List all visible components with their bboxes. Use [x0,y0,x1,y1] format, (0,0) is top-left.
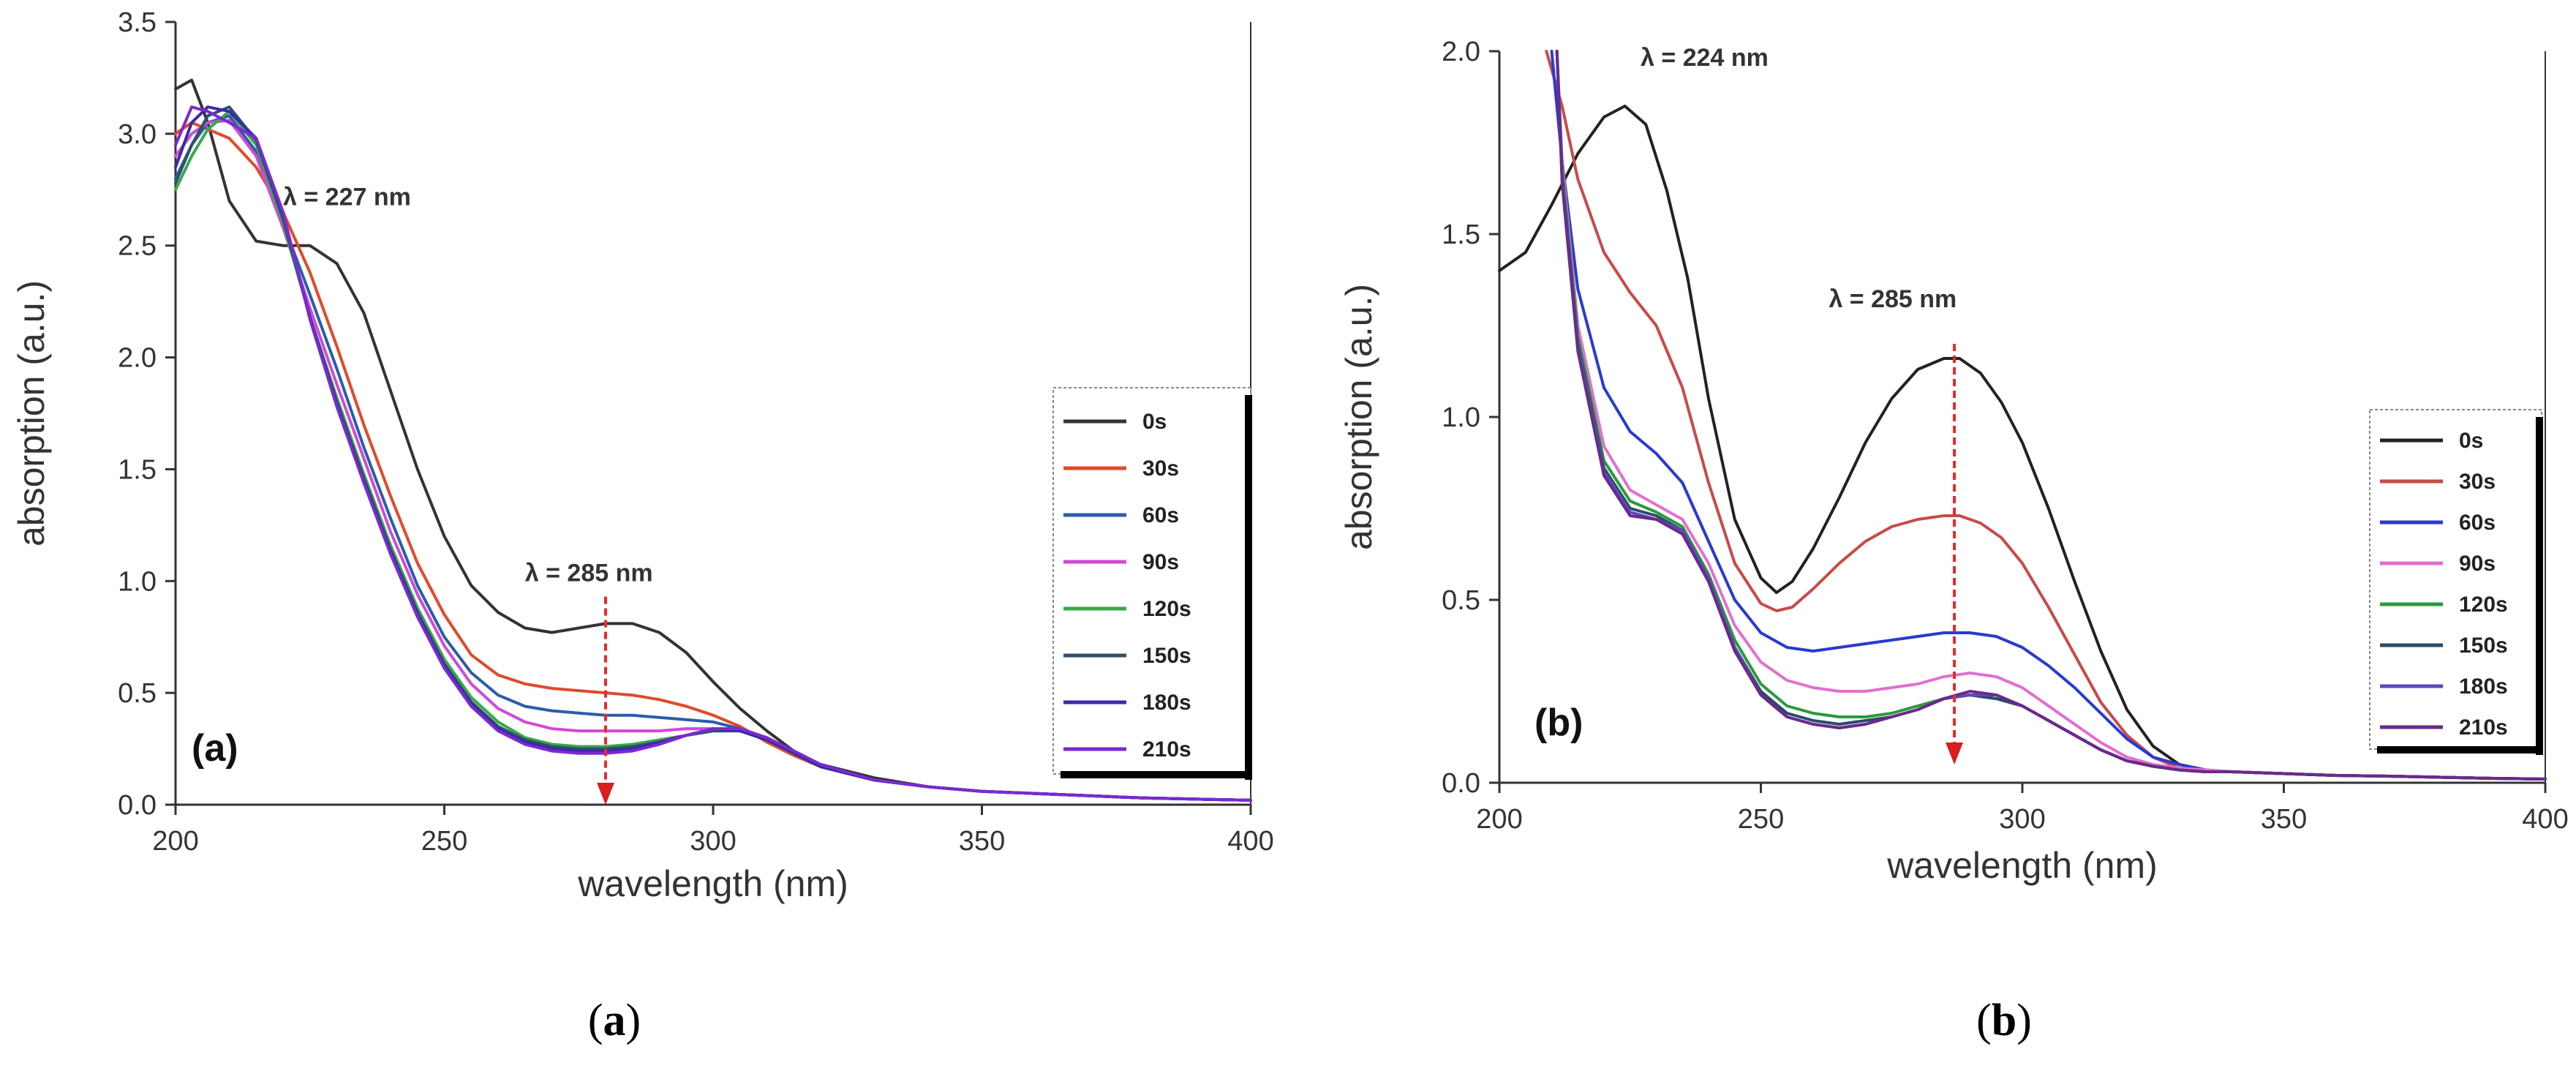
x-tick-label: 250 [421,826,467,857]
caption-letter: a [603,996,626,1045]
x-tick-label: 300 [690,826,736,857]
legend-label: 150s [2459,634,2508,658]
x-tick-label: 400 [2522,804,2568,835]
y-tick-label: 2.0 [118,343,157,374]
decay-arrow-head [1946,743,1964,764]
legend-label: 30s [2459,470,2496,494]
panel-tag: (a) [192,727,238,770]
wavelength-annotation: λ = 227 nm [283,184,411,211]
caption-open: ( [588,996,603,1045]
x-tick-label: 350 [959,826,1005,857]
legend-label: 180s [2459,674,2508,699]
x-tick-label: 200 [152,826,198,857]
caption-letter: b [1992,996,2016,1045]
legend-label: 60s [2459,511,2496,535]
legend-label: 0s [1142,410,1167,434]
legend-label: 150s [1142,644,1191,668]
y-tick-label: 1.5 [1442,219,1480,250]
caption-close: ) [2016,996,2032,1045]
x-axis-label: wavelength (nm) [577,863,848,904]
x-tick-label: 250 [1738,804,1784,835]
y-tick-label: 3.0 [118,119,157,150]
legend-label: 60s [1142,503,1179,527]
figure-caption: (b) [1976,996,2032,1045]
legend-label: 30s [1142,456,1179,481]
legend-box [2369,409,2542,750]
wavelength-annotation: λ = 224 nm [1641,44,1769,72]
y-tick-label: 2.5 [118,231,157,262]
legend-box [1052,387,1251,775]
y-tick-label: 0.0 [1442,768,1480,799]
legend-shadow-bottom [2377,746,2543,753]
y-axis-label: absorption (a.u.) [11,280,52,546]
legend-label: 180s [1142,691,1191,715]
y-tick-label: 0.5 [1442,585,1480,616]
y-tick-label: 2.0 [1442,37,1480,67]
legend-label: 210s [1142,737,1191,762]
x-tick-label: 400 [1227,826,1273,857]
series-line-210s [174,105,1252,802]
legend-label: 120s [2459,593,2508,617]
panel-a: 200 250 300 350 400 0.0 0.5 1.0 1.5 2.0 2.5 3.0 3.5 w… [11,7,1274,1045]
x-tick-label: 300 [1999,804,2045,835]
caption-open: ( [1976,996,1992,1045]
panel-tag: (b) [1534,702,1583,744]
y-tick-label: 0.0 [118,790,157,821]
legend-label: 90s [2459,552,2496,576]
x-tick-label: 350 [2261,804,2307,835]
x-tick-label: 200 [1476,804,1522,835]
y-axis-label: absorption (a.u.) [1338,284,1379,550]
legend-label: 0s [2459,429,2483,453]
y-tick-label: 0.5 [118,678,157,709]
legend-label: 90s [1142,550,1179,574]
caption-close: ) [626,996,641,1045]
legend-label: 120s [1142,597,1191,621]
legend-shadow-bottom [1061,771,1252,778]
legend-label: 210s [2459,715,2508,740]
legend-shadow-right [2536,417,2543,755]
y-tick-label: 1.0 [1442,402,1480,433]
y-tick-label: 3.5 [118,7,157,38]
figure-caption: (a) [588,996,641,1045]
series-line-210s [1555,50,2547,781]
decay-arrow-head [597,783,614,805]
y-tick-label: 1.0 [118,566,157,597]
panel-b: 200 250 300 350 400 0.0 0.5 1.0 1.5 2.0 wavelength… [1338,37,2569,1045]
x-axis-label: wavelength (nm) [1886,845,2158,886]
legend-shadow-right [1245,395,1252,780]
y-tick-label: 1.5 [118,454,157,485]
wavelength-annotation: λ = 285 nm [525,559,653,587]
wavelength-annotation: λ = 285 nm [1829,285,1957,313]
